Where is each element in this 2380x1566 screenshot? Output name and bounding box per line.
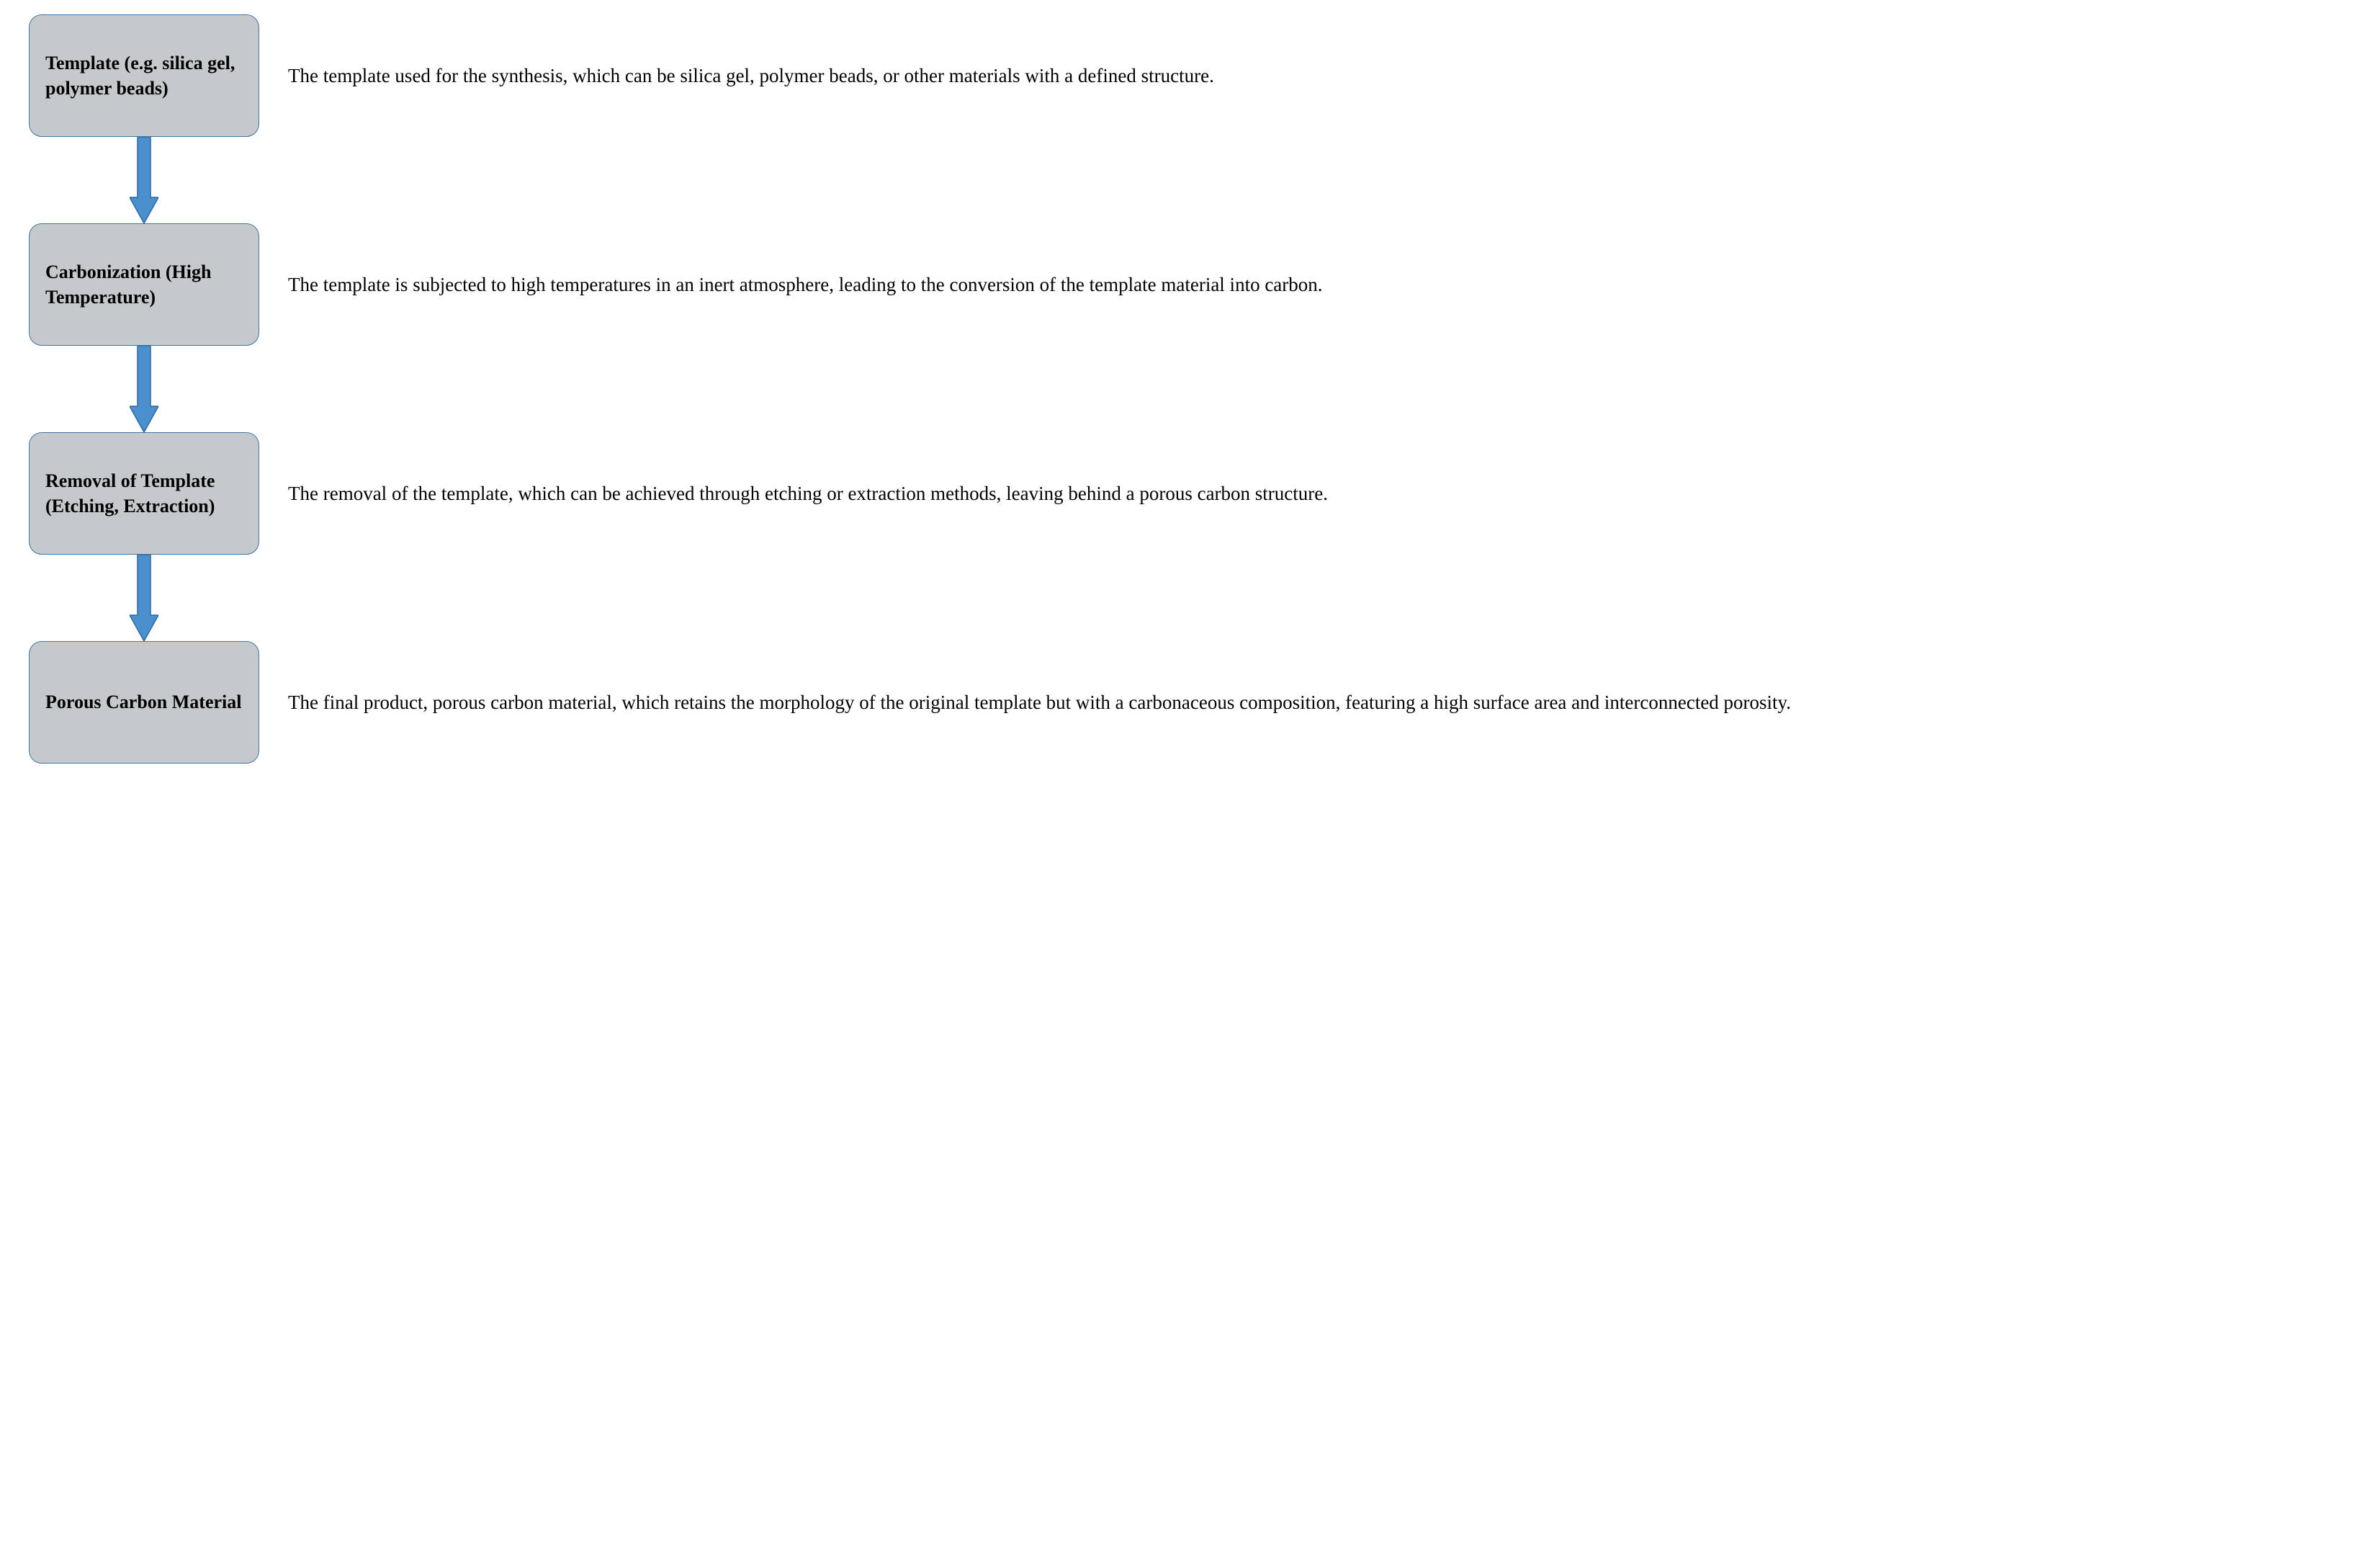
step-row: Removal of Template (Etching, Extraction… (29, 432, 2351, 555)
arrow-down-icon (130, 137, 158, 223)
step-node: Carbonization (High Temperature) (29, 223, 259, 346)
arrow-down-icon (130, 555, 158, 641)
arrow-down (29, 555, 2351, 641)
flowchart: Template (e.g. silica gel, polymer beads… (29, 14, 2351, 764)
arrow-down (29, 137, 2351, 223)
step-row: Template (e.g. silica gel, polymer beads… (29, 14, 2351, 137)
step-description: The template used for the synthesis, whi… (288, 63, 2351, 89)
step-node: Removal of Template (Etching, Extraction… (29, 432, 259, 555)
arrow-down (29, 346, 2351, 432)
step-node: Porous Carbon Material (29, 641, 259, 764)
step-description: The template is subjected to high temper… (288, 272, 2351, 297)
arrow-down-icon (130, 346, 158, 432)
step-row: Porous Carbon Material The final product,… (29, 641, 2351, 764)
step-row: Carbonization (High Temperature) The temp… (29, 223, 2351, 346)
step-description: The removal of the template, which can b… (288, 480, 2351, 506)
step-node: Template (e.g. silica gel, polymer beads… (29, 14, 259, 137)
step-description: The final product, porous carbon materia… (288, 689, 2351, 715)
